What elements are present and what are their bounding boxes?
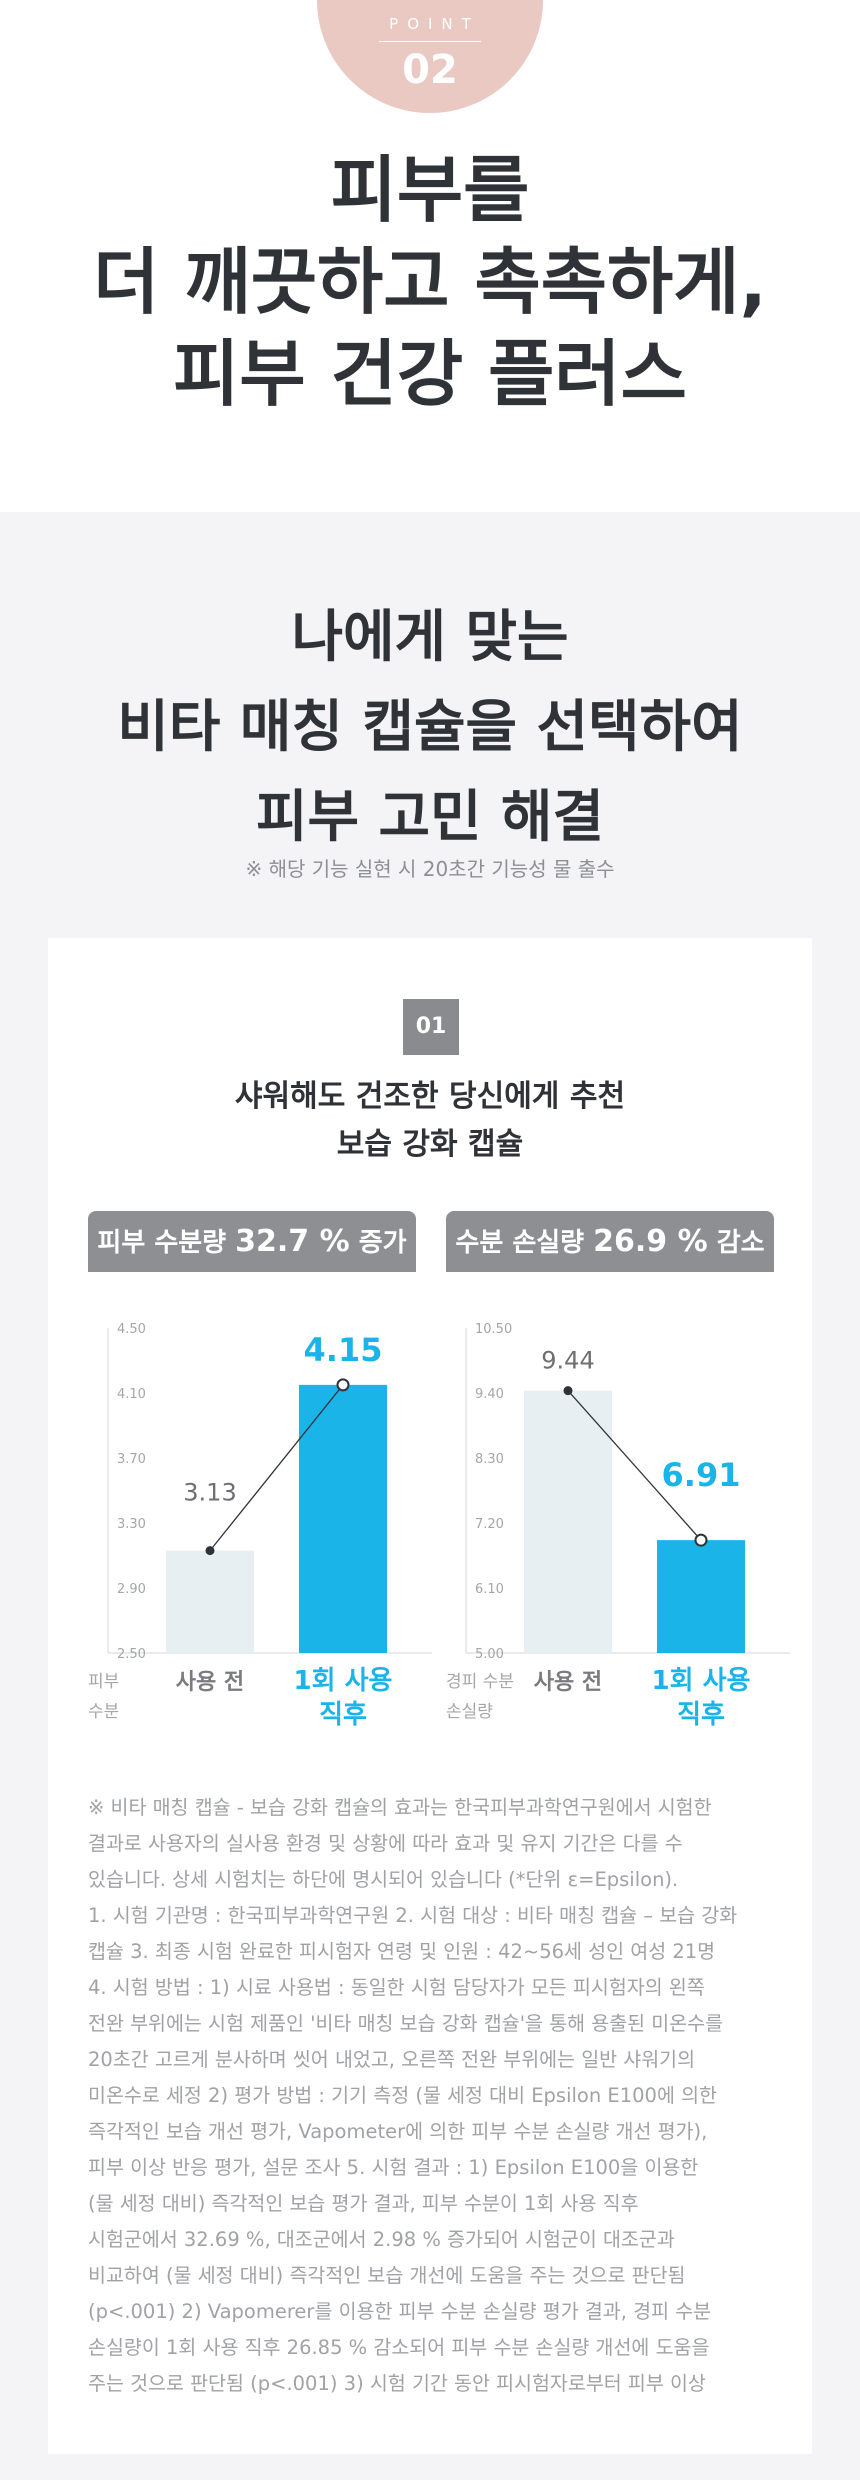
y-tick-label: 2.50 xyxy=(117,1647,146,1662)
bar-after xyxy=(299,1384,387,1653)
footnote-line: 있습니다. 상세 시험치는 하단에 명시되어 있습니다 (*단위 ε=Epsil… xyxy=(88,1868,679,1891)
y-tick-label: 2.90 xyxy=(117,1582,146,1597)
footnote-line: 결과로 사용자의 실사용 환경 및 상황에 따라 효과 및 유지 기간은 다를 … xyxy=(88,1832,683,1855)
category-label: 사용 전 xyxy=(534,1670,602,1695)
section-notice: ※ 해당 기능 실현 시 20초간 기능성 물 출수 xyxy=(245,857,615,881)
hero-section: POINT 02 피부를 더 깨끗하고 촉촉하게, 피부 건강 플러스 xyxy=(0,0,860,512)
footnote-line: ※ 비타 매칭 캡슐 - 보습 강화 캡슐의 효과는 한국피부과학연구원에서 시… xyxy=(88,1796,712,1819)
y-tick-label: 4.50 xyxy=(117,1322,146,1337)
footnote-line: 4. 시험 방법 : 1) 시료 사용법 : 동일한 시험 담당자가 모든 피시… xyxy=(88,1976,705,1999)
card-title-line: 보습 강화 캡슐 xyxy=(336,1127,524,1162)
bar-after xyxy=(657,1540,745,1653)
water-loss-chart: 5.00 6.10 7.20 8.30 9.40 10.50 9.44 6.91 사용 전 1회 … xyxy=(446,1322,790,1730)
card-title: 샤워해도 건조한 당신에게 추천 보습 강화 캡슐 xyxy=(48,1073,812,1169)
category-label: 1회 사용 xyxy=(652,1666,751,1696)
footnote-line: 시험군에서 32.69 %, 대조군에서 2.98 % 증가되어 시험군이 대조… xyxy=(88,2228,675,2251)
benefit-section: 나에게 맞는 비타 매칭 캡슐을 선택하여 피부 고민 해결 ※ 해당 기능 실… xyxy=(0,512,860,2480)
label-prefix: 수분 손실량 xyxy=(455,1228,594,1258)
point-badge: POINT 02 xyxy=(317,0,543,113)
point-after xyxy=(336,1378,350,1392)
card-number-badge: 01 xyxy=(403,999,459,1055)
label-suffix: 증가 xyxy=(349,1228,407,1258)
y-tick-label: 5.00 xyxy=(475,1647,504,1662)
point-number: 02 xyxy=(402,47,458,93)
y-tick-label: 3.30 xyxy=(117,1517,146,1532)
footnote-line: 전완 부위에는 시험 제품인 '비타 매칭 보습 강화 캡슐'을 통해 용출된 … xyxy=(88,2012,724,2035)
category-label: 1회 사용 xyxy=(294,1666,393,1696)
y-tick-label: 9.40 xyxy=(475,1387,504,1402)
footnote-line: 피부 이상 반응 평가, 설문 조사 5. 시험 결과 : 1) Epsilon… xyxy=(88,2156,699,2179)
bar-before xyxy=(166,1550,254,1653)
y-tick-label: 6.10 xyxy=(475,1582,504,1597)
label-value: 26.9 % xyxy=(593,1224,708,1259)
section-title: 나에게 맞는 비타 매칭 캡슐을 선택하여 피부 고민 해결 xyxy=(0,593,860,863)
y-tick-label: 7.20 xyxy=(475,1517,504,1532)
label-suffix: 감소 xyxy=(707,1228,765,1258)
trend-line xyxy=(567,1390,702,1541)
section-title-line: 비타 매칭 캡슐을 선택하여 xyxy=(117,695,743,760)
hero-title: 피부를 더 깨끗하고 촉촉하게, 피부 건강 플러스 xyxy=(0,144,860,420)
footnote-line: 비교하여 (물 세정 대비) 즉각적인 보습 개선에 도움을 주는 것으로 판단… xyxy=(88,2264,686,2287)
test-footnote: ※ 비타 매칭 캡슐 - 보습 강화 캡슐의 효과는 한국피부과학연구원에서 시… xyxy=(88,1790,778,2402)
point-after xyxy=(694,1533,708,1547)
footnote-line: 1. 시험 기관명 : 한국피부과학연구원 2. 시험 대상 : 비타 매칭 캡… xyxy=(88,1904,738,1927)
y-tick-label: 8.30 xyxy=(475,1452,504,1467)
point-divider xyxy=(379,41,481,42)
skin-moisture-chart: 2.50 2.90 3.30 3.70 4.10 4.50 3.13 4.15 사용 전 1회 사… xyxy=(88,1322,432,1730)
label-value: 32.7 % xyxy=(235,1224,350,1259)
bar-before xyxy=(524,1390,612,1653)
point-label: POINT xyxy=(389,15,480,33)
footnote-line: 캡슐 3. 최종 시험 완료한 피시험자 연령 및 인원 : 42~56세 성인… xyxy=(88,1940,716,1963)
point-before xyxy=(563,1386,573,1396)
card-title-line: 샤워해도 건조한 당신에게 추천 xyxy=(234,1079,626,1114)
y-tick-label: 10.50 xyxy=(475,1322,512,1337)
category-label: 직후 xyxy=(677,1700,725,1730)
footnote-line: 미온수로 세정 2) 평가 방법 : 기기 측정 (물 세정 대비 Epsilo… xyxy=(88,2084,717,2107)
category-label: 직후 xyxy=(319,1700,367,1730)
footnote-line: (p<.001) 2) Vapomerer를 이용한 피부 수분 손실량 평가 … xyxy=(88,2300,712,2323)
y-tick-label: 3.70 xyxy=(117,1452,146,1467)
value-label-before: 9.44 xyxy=(541,1347,594,1375)
category-label: 사용 전 xyxy=(176,1670,244,1695)
water-loss-decrease-label: 수분 손실량 26.9 % 감소 xyxy=(446,1211,774,1272)
y-axis-label: 손실량 xyxy=(446,1702,493,1722)
y-axis-label: 피부 xyxy=(88,1672,119,1692)
moisture-increase-label: 피부 수분량 32.7 % 증가 xyxy=(88,1211,416,1272)
trend-line xyxy=(209,1384,344,1552)
section-title-line: 나에게 맞는 xyxy=(291,605,569,670)
value-label-before: 3.13 xyxy=(183,1479,236,1507)
y-axis-label: 경피 수분 xyxy=(446,1672,514,1692)
y-tick-label: 4.10 xyxy=(117,1387,146,1402)
capsule-card: 01 샤워해도 건조한 당신에게 추천 보습 강화 캡슐 피부 수분량 32.7… xyxy=(48,938,812,2454)
footnote-line: 즉각적인 보습 개선 평가, Vapometer에 의한 피부 수분 손실량 개… xyxy=(88,2120,708,2143)
y-axis-label: 수분 xyxy=(88,1702,119,1722)
footnote-line: 손실량이 1회 사용 직후 26.85 % 감소되어 피부 수분 손실량 개선에… xyxy=(88,2336,710,2359)
value-label-after: 6.91 xyxy=(662,1456,741,1494)
footnote-line: 주는 것으로 판단됨 (p<.001) 3) 시험 기간 동안 피시험자로부터 … xyxy=(88,2372,706,2395)
hero-title-line: 피부를 xyxy=(330,148,530,232)
label-prefix: 피부 수분량 xyxy=(97,1228,236,1258)
hero-title-line: 피부 건강 플러스 xyxy=(173,332,687,416)
footnote-line: (물 세정 대비) 즉각적인 보습 평가 결과, 피부 수분이 1회 사용 직후 xyxy=(88,2192,639,2215)
section-title-line: 피부 고민 해결 xyxy=(255,785,605,850)
value-label-after: 4.15 xyxy=(304,1331,383,1369)
footnote-line: 20초간 고르게 분사하며 씻어 내었고, 오른쪽 전완 부위에는 일반 샤워기… xyxy=(88,2048,696,2071)
point-before xyxy=(205,1546,215,1556)
hero-title-line: 더 깨끗하고 촉촉하게, xyxy=(93,240,767,324)
